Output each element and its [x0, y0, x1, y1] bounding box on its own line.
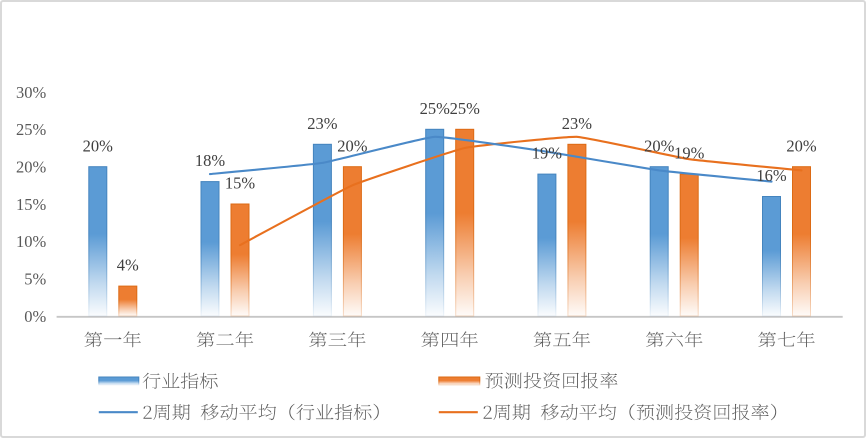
svg-text:25%: 25% [16, 120, 47, 139]
svg-text:0%: 0% [24, 307, 46, 326]
svg-text:30%: 30% [16, 83, 47, 102]
svg-text:5%: 5% [24, 270, 46, 289]
svg-text:20%: 20% [644, 136, 675, 155]
svg-text:20%: 20% [337, 136, 368, 155]
svg-text:10%: 10% [16, 232, 47, 251]
svg-text:20%: 20% [786, 136, 817, 155]
svg-text:23%: 23% [562, 114, 593, 133]
svg-text:18%: 18% [195, 151, 226, 170]
svg-text:19%: 19% [532, 144, 563, 163]
svg-text:25%: 25% [450, 99, 481, 118]
svg-text:25%: 25% [420, 99, 451, 118]
svg-text:20%: 20% [16, 158, 47, 177]
svg-text:19%: 19% [674, 144, 705, 163]
svg-text:15%: 15% [225, 174, 256, 193]
svg-text:4%: 4% [117, 256, 139, 275]
svg-text:15%: 15% [16, 195, 47, 214]
svg-text:16%: 16% [756, 166, 787, 185]
svg-text:20%: 20% [83, 136, 114, 155]
svg-text:23%: 23% [307, 114, 338, 133]
